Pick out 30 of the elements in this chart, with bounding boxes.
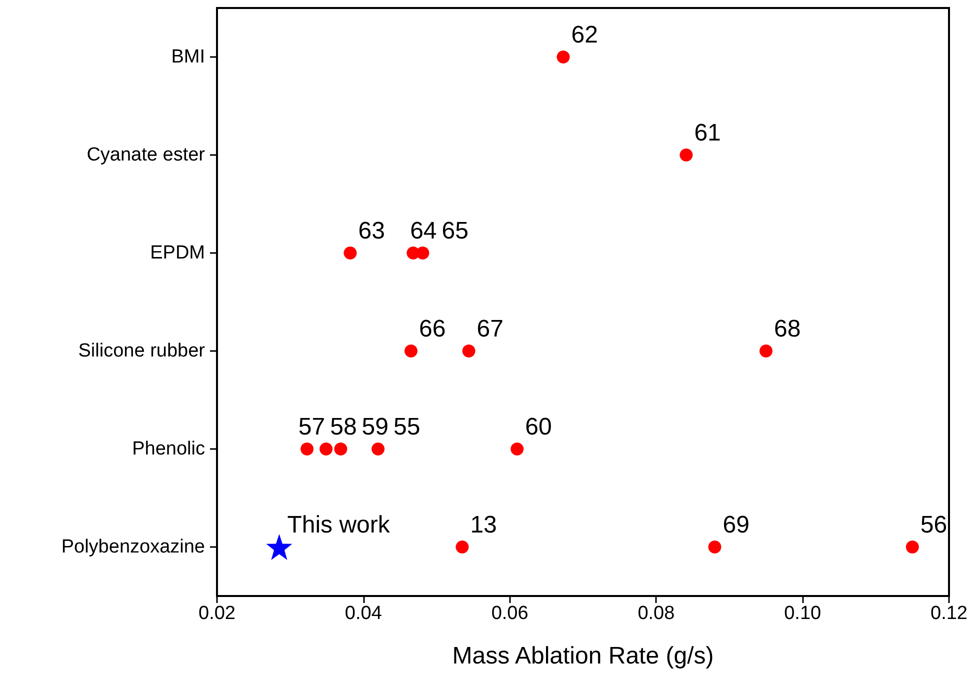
annotation: 55 (394, 414, 420, 440)
x-tick-label: 0.06 (491, 603, 528, 624)
x-tick-label: 0.02 (198, 603, 236, 624)
annotation: 61 (694, 120, 721, 146)
annotation: 63 (358, 218, 385, 244)
y-tick-label: Phenolic (132, 438, 205, 460)
x-axis-title: Mass Ablation Rate (g/s) (452, 642, 714, 670)
annotation: 62 (571, 22, 598, 48)
annotation: 59 (362, 414, 389, 440)
annotation: 56 (920, 512, 948, 538)
annotation: 65 (442, 218, 468, 244)
y-tick-label: BMI (171, 46, 205, 68)
x-tick-label: 0.10 (784, 603, 822, 624)
annotation: 68 (774, 316, 801, 342)
annotation: This work (287, 512, 391, 538)
annotation: 60 (525, 414, 552, 440)
annotation: 58 (330, 414, 357, 440)
annotation: 67 (476, 316, 504, 342)
y-tick-label: Cyanate ester (86, 144, 206, 166)
annotation: 66 (418, 316, 446, 342)
annotation: 13 (470, 512, 497, 538)
annotation: 57 (298, 414, 326, 440)
x-tick-label: 0.08 (638, 603, 675, 624)
x-tick-label: 0.12 (930, 603, 968, 624)
y-tick-label: EPDM (150, 242, 205, 264)
x-tick-label: 0.04 (344, 603, 382, 624)
y-tick-label: Polybenzoxazine (61, 536, 205, 558)
y-tick-label: Silicone rubber (78, 340, 206, 362)
annotation: 64 (410, 218, 437, 244)
annotation: 69 (722, 512, 750, 538)
